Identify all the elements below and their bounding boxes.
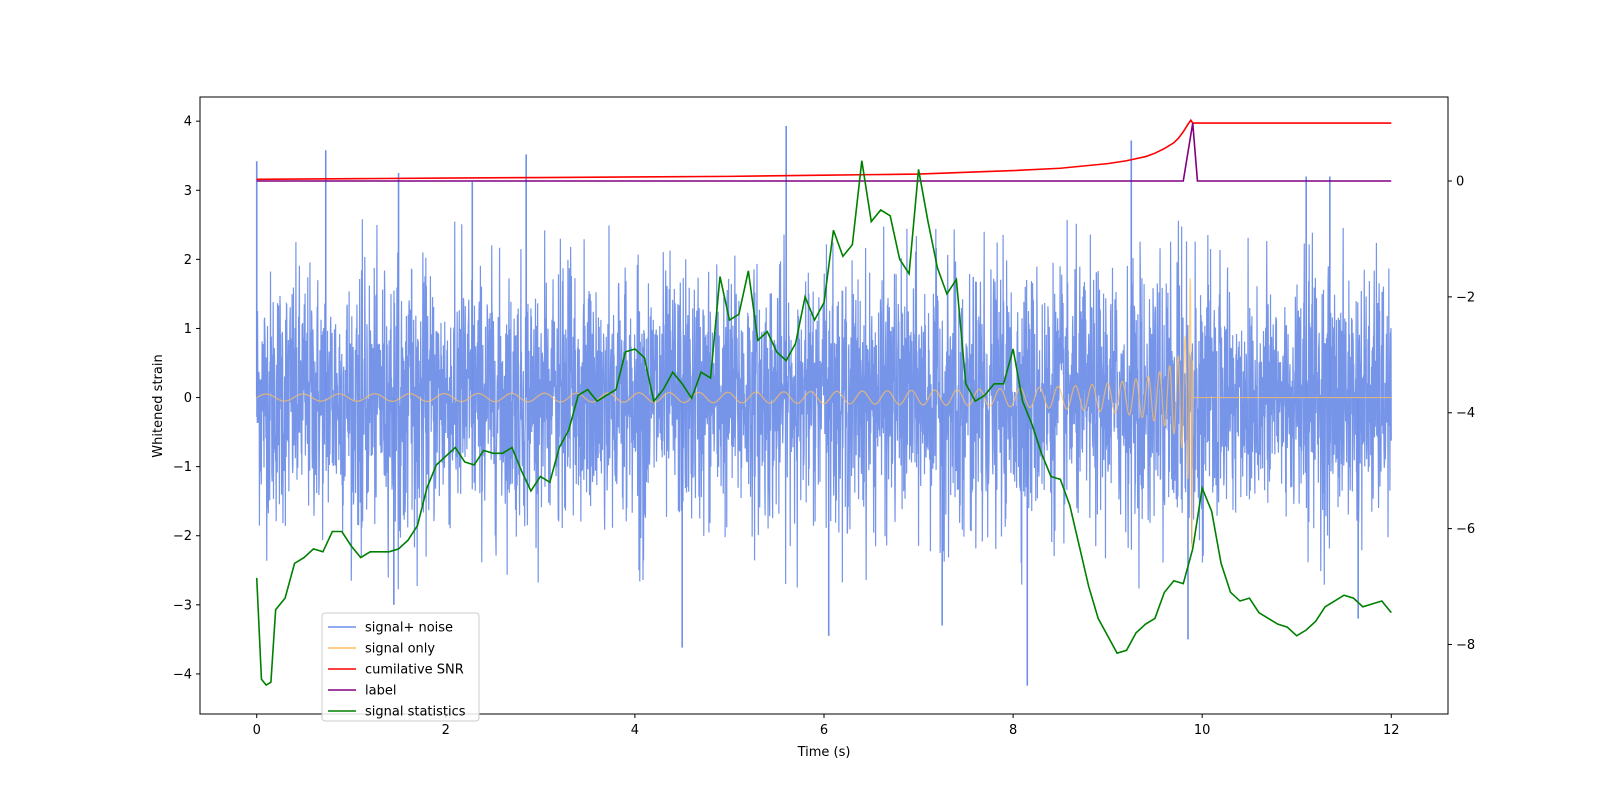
series-signal-statistics <box>255 160 1392 687</box>
legend-label: signal only <box>365 642 435 657</box>
x-tick-label: 8 <box>1009 723 1017 738</box>
x-tick-label: 2 <box>442 723 450 738</box>
y-tick-label: 2 <box>184 253 192 268</box>
legend-label: cumilative SNR <box>365 663 464 678</box>
legend-label: signal+ noise <box>365 621 453 636</box>
series-signal-noise <box>256 219 1392 590</box>
y2-tick-label: −8 <box>1456 638 1475 653</box>
y-tick-label: −1 <box>173 460 192 475</box>
legend-label: signal statistics <box>365 705 466 720</box>
x-tick-label: 4 <box>631 723 639 738</box>
x-tick-label: 12 <box>1383 723 1400 738</box>
y2-tick-label: −4 <box>1456 406 1475 421</box>
y-tick-label: 0 <box>184 391 192 406</box>
y-tick-label: −3 <box>173 598 192 613</box>
y-axis-label: Whitened strain <box>151 354 166 457</box>
y-tick-label: −4 <box>173 667 192 682</box>
y2-tick-label: 0 <box>1456 175 1464 190</box>
y-tick-label: −2 <box>173 529 192 544</box>
legend-box <box>321 612 480 722</box>
plot-area-series <box>255 118 1392 687</box>
series-cumilative-snr <box>256 118 1392 181</box>
y2-tick-label: −6 <box>1456 522 1475 537</box>
y-tick-label: 4 <box>184 115 192 130</box>
x-tick-label: 0 <box>253 723 261 738</box>
y-tick-label: 3 <box>184 184 192 199</box>
y-tick-label: 1 <box>184 322 192 337</box>
series-label <box>256 122 1392 182</box>
y2-tick-label: −2 <box>1456 290 1475 305</box>
legend: signal+ noise signal only cumilative SNR la… <box>321 612 480 722</box>
series-signal-only <box>256 278 1392 548</box>
x-tick-label: 10 <box>1194 723 1211 738</box>
legend-label: label <box>365 684 396 699</box>
x-tick-label: 6 <box>820 723 828 738</box>
x-axis-label: Time (s) <box>797 745 851 760</box>
